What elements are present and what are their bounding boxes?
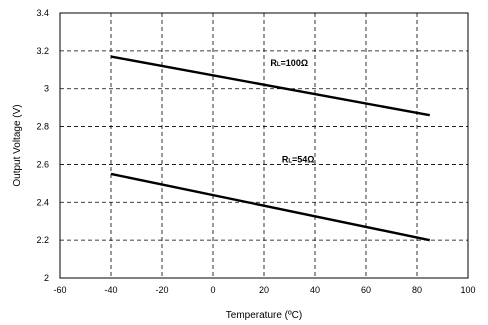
grid-lines — [60, 13, 468, 278]
y-tick-label: 2.8 — [36, 122, 49, 132]
x-tick-label: 60 — [361, 285, 371, 295]
series-line — [110, 55, 430, 117]
x-tick-label: 40 — [310, 285, 320, 295]
y-tick-label: 3 — [44, 84, 49, 94]
x-tick-label: 100 — [460, 285, 475, 295]
series-label: RL=54Ω — [282, 155, 315, 165]
x-axis-title: Temperature (ºC) — [226, 310, 302, 321]
x-tick-label: -60 — [53, 285, 66, 295]
y-tick-label: 2 — [44, 273, 49, 283]
y-tick-label: 3.4 — [36, 8, 49, 18]
x-tick-label: -20 — [155, 285, 168, 295]
x-tick-label: -40 — [104, 285, 117, 295]
x-tick-label: 20 — [259, 285, 269, 295]
y-tick-label: 3.2 — [36, 46, 49, 56]
series-labels: RL=100Ω RL=54Ω — [270, 58, 314, 165]
y-tick-label: 2.4 — [36, 197, 49, 207]
x-tick-label: 0 — [210, 285, 215, 295]
series-lines — [110, 55, 430, 242]
y-tick-label: 2.2 — [36, 235, 49, 245]
tick-labels: -60 -40 -20 0 20 40 60 80 100 2 2.2 2.4 2.6 2.8 3 3.2 3.… — [36, 8, 475, 295]
plot-frame — [59, 12, 469, 279]
y-axis-title: Output Voltage (V) — [12, 104, 23, 186]
series-label: RL=100Ω — [270, 58, 308, 68]
y-tick-label: 2.6 — [36, 159, 49, 169]
series-line — [110, 172, 430, 242]
x-tick-label: 80 — [412, 285, 422, 295]
